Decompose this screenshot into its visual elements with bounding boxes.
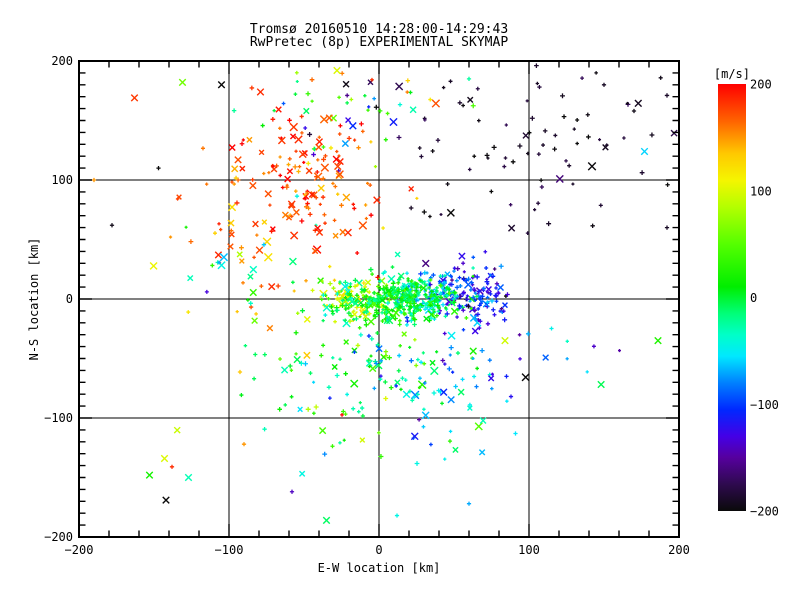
colorbar-tick-label: 200 [750, 78, 772, 92]
y-tick-labels: −200 −100 0 100 200 [44, 54, 73, 544]
y-axis-label: N-S location [km] [27, 238, 41, 361]
x-axis-label: E-W location [km] [318, 561, 441, 575]
y-tick-label: −100 [44, 411, 73, 425]
x-tick-label: 200 [668, 543, 690, 557]
scatter-points [91, 63, 678, 525]
colorbar-tick-label: 0 [750, 291, 757, 305]
colorbar-tick-label: 100 [750, 184, 772, 198]
y-tick-label: 200 [51, 54, 73, 68]
y-tick-label: 0 [66, 292, 73, 306]
plot-frame [78, 60, 680, 538]
x-tick-label: −200 [65, 543, 94, 557]
colorbar: [m/s] 200 100 0 −100 −200 [714, 67, 779, 519]
x-tick-label: 100 [518, 543, 540, 557]
y-tick-label: 100 [51, 173, 73, 187]
colorbar-tick-labels: 200 100 0 −100 −200 [750, 78, 779, 519]
colorbar-unit-label: [m/s] [714, 67, 750, 81]
y-tick-label: −200 [44, 530, 73, 544]
colorbar-tick-label: −200 [750, 505, 779, 519]
colorbar-tick-label: −100 [750, 398, 779, 412]
x-tick-label: 0 [375, 543, 382, 557]
chart-title-line2: RwPretec (8p) EXPERIMENTAL SKYMAP [250, 35, 508, 50]
x-tick-labels: −200 −100 0 100 200 [65, 543, 690, 557]
x-tick-label: −100 [215, 543, 244, 557]
colorbar-gradient [718, 84, 746, 511]
chart-title-line1: Tromsø 20160510 14:28:00-14:29:43 [250, 22, 508, 37]
